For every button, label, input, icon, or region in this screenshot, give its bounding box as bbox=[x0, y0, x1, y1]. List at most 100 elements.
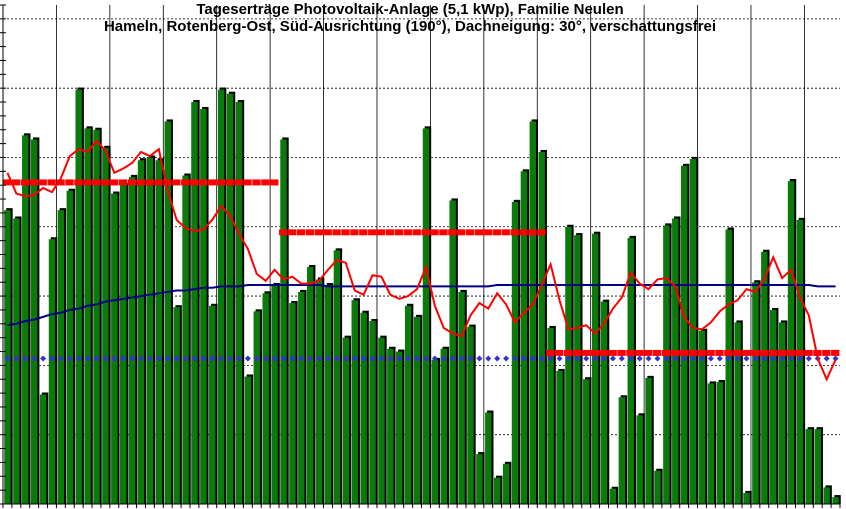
bar bbox=[805, 429, 813, 504]
monthly-mean-marker bbox=[724, 349, 733, 356]
reference-marker bbox=[333, 355, 340, 362]
bar bbox=[146, 157, 154, 504]
monthly-mean-marker bbox=[29, 179, 39, 186]
monthly-mean-marker bbox=[688, 349, 697, 356]
bar bbox=[707, 383, 715, 504]
monthly-mean-marker bbox=[653, 349, 662, 356]
monthly-mean-marker bbox=[822, 349, 831, 356]
reference-marker bbox=[823, 355, 830, 362]
bar bbox=[244, 376, 252, 504]
monthly-mean-marker bbox=[368, 229, 377, 236]
monthly-mean-marker bbox=[296, 229, 306, 236]
monthly-mean-marker bbox=[537, 229, 546, 236]
monthly-mean-marker bbox=[777, 349, 786, 356]
monthly-mean-marker bbox=[243, 179, 252, 186]
bar bbox=[39, 394, 47, 504]
monthly-mean-marker bbox=[759, 349, 769, 356]
bar bbox=[164, 121, 171, 504]
monthly-mean-marker bbox=[528, 229, 537, 236]
bar bbox=[493, 477, 501, 504]
bar bbox=[832, 497, 839, 504]
bar bbox=[360, 312, 367, 504]
reference-marker bbox=[155, 355, 162, 362]
reference-marker bbox=[520, 355, 527, 362]
bar bbox=[476, 454, 483, 504]
reference-marker bbox=[173, 355, 180, 362]
reference-marker bbox=[13, 355, 20, 362]
bar bbox=[431, 359, 439, 504]
reference-marker bbox=[164, 355, 171, 362]
reference-marker bbox=[307, 355, 314, 362]
reference-marker bbox=[538, 355, 545, 362]
monthly-mean-marker bbox=[225, 179, 234, 186]
bar bbox=[511, 201, 519, 505]
bar bbox=[529, 121, 537, 504]
reference-marker bbox=[627, 355, 634, 362]
reference-marker bbox=[31, 355, 38, 362]
bar bbox=[120, 185, 127, 504]
monthly-mean-marker bbox=[644, 349, 653, 356]
monthly-mean-marker bbox=[332, 229, 341, 236]
bar bbox=[645, 377, 652, 504]
reference-marker bbox=[111, 355, 118, 362]
monthly-mean-marker bbox=[136, 179, 145, 186]
bar bbox=[413, 316, 421, 504]
bar bbox=[618, 397, 626, 504]
reference-marker bbox=[796, 355, 803, 362]
bar bbox=[591, 233, 599, 505]
monthly-mean-marker bbox=[483, 229, 493, 236]
reference-marker bbox=[805, 355, 812, 362]
monthly-mean-marker bbox=[555, 349, 564, 356]
bar bbox=[75, 89, 82, 504]
reference-marker bbox=[48, 355, 55, 362]
bar bbox=[271, 284, 278, 504]
reference-marker bbox=[138, 355, 145, 362]
monthly-mean-marker bbox=[670, 349, 680, 356]
monthly-mean-marker bbox=[599, 349, 608, 356]
reference-marker bbox=[360, 355, 367, 362]
monthly-mean-marker bbox=[679, 349, 689, 356]
bar bbox=[467, 326, 474, 504]
reference-marker bbox=[218, 355, 225, 362]
bar bbox=[734, 322, 741, 504]
bar-series bbox=[4, 87, 841, 505]
monthly-mean-marker bbox=[394, 229, 404, 236]
monthly-mean-marker bbox=[706, 349, 715, 356]
monthly-mean-marker bbox=[216, 179, 226, 186]
monthly-mean-marker bbox=[376, 229, 386, 236]
bar bbox=[315, 279, 323, 504]
reference-marker bbox=[253, 355, 260, 362]
bar bbox=[298, 291, 305, 504]
bar bbox=[396, 351, 403, 504]
monthly-mean-marker bbox=[795, 349, 804, 356]
monthly-mean-marker bbox=[207, 179, 217, 186]
monthly-mean-marker bbox=[715, 349, 724, 356]
monthly-mean-marker bbox=[546, 349, 555, 356]
bar bbox=[351, 300, 358, 504]
reference-marker bbox=[529, 355, 536, 362]
monthly-mean-marker bbox=[804, 349, 813, 356]
reference-marker bbox=[431, 355, 438, 362]
bar bbox=[173, 307, 180, 504]
bar bbox=[84, 128, 91, 504]
bar bbox=[565, 226, 572, 504]
monthly-mean-marker bbox=[305, 229, 315, 236]
monthly-mean-marker bbox=[510, 229, 519, 236]
chart-subtitle: Hameln, Rotenberg-Ost, Süd-Ausrichtung (… bbox=[104, 18, 716, 35]
bar bbox=[770, 309, 777, 504]
reference-marker bbox=[369, 355, 376, 362]
bar bbox=[387, 348, 394, 504]
monthly-mean-marker bbox=[359, 229, 368, 236]
bar bbox=[111, 193, 118, 504]
reference-marker bbox=[681, 355, 688, 362]
monthly-mean-marker bbox=[430, 229, 439, 236]
reference-marker bbox=[609, 355, 616, 362]
monthly-mean-marker bbox=[635, 349, 644, 356]
reference-marker bbox=[316, 355, 323, 362]
monthly-mean-marker bbox=[118, 179, 128, 186]
bar bbox=[814, 429, 821, 504]
bar bbox=[30, 139, 38, 505]
monthly-mean-marker bbox=[697, 349, 706, 356]
monthly-mean-marker bbox=[786, 349, 795, 356]
bar bbox=[422, 128, 430, 504]
